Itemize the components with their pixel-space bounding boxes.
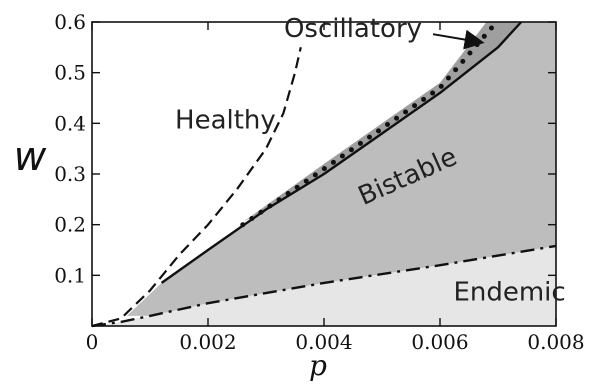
y-tick-label: 0.1 bbox=[54, 263, 86, 287]
y-tick-label: 0.3 bbox=[54, 162, 86, 186]
x-axis-label: p bbox=[309, 349, 327, 382]
x-tick-label: 0.004 bbox=[295, 330, 352, 354]
x-tick-label: 0.006 bbox=[411, 330, 468, 354]
y-tick-label: 0.6 bbox=[54, 10, 86, 34]
x-tick-label: 0.008 bbox=[527, 330, 584, 354]
region-bistable bbox=[126, 22, 557, 316]
oscillatory-arrow bbox=[432, 29, 485, 50]
y-axis-label: w bbox=[14, 134, 47, 180]
y-tick-label: 0.4 bbox=[54, 111, 86, 135]
boundary-solid bbox=[160, 21, 523, 284]
boundary-dash-dot bbox=[91, 244, 557, 328]
region-label-oscillatory: Oscillatory bbox=[284, 14, 422, 44]
region-label-endemic: Endemic bbox=[453, 278, 565, 308]
boundary-dashed bbox=[91, 47, 302, 328]
tick-marks bbox=[91, 21, 557, 326]
region-label-healthy: Healthy bbox=[175, 105, 276, 135]
boundary-dotted bbox=[240, 24, 495, 228]
x-tick-label: 0 bbox=[86, 330, 99, 354]
boundary-curves bbox=[91, 21, 557, 328]
y-tick-label: 0.5 bbox=[54, 61, 86, 85]
region-oscillatory bbox=[242, 22, 522, 223]
y-tick-label: 0.2 bbox=[54, 213, 86, 237]
x-tick-label: 0.002 bbox=[179, 330, 236, 354]
